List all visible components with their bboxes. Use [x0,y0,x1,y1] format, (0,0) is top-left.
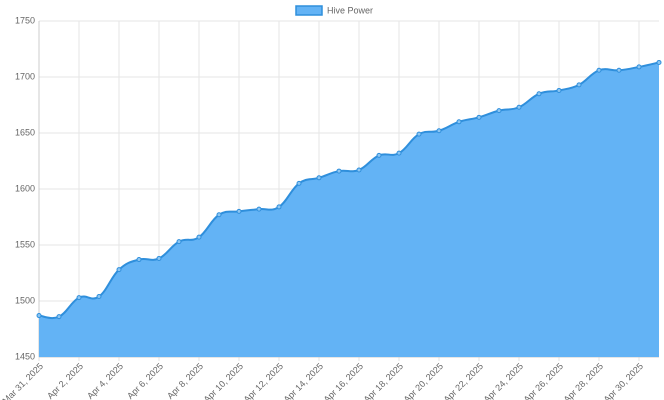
y-tick-label: 1550 [15,239,35,249]
x-tick-label: Apr 4, 2025 [85,361,125,400]
point [536,91,542,97]
x-tick-label: Apr 6, 2025 [125,361,165,400]
point [336,168,342,174]
y-tick-label: 1750 [15,15,35,25]
x-tick-label: Apr 8, 2025 [165,361,205,400]
x-tick-label: Apr 28, 2025 [562,361,606,400]
point [396,150,402,156]
point [496,108,502,114]
point [56,314,62,320]
point [456,119,462,125]
legend-label: Hive Power [327,5,373,15]
point [416,131,422,137]
y-tick-label: 1500 [15,295,35,305]
x-tick-label: Apr 26, 2025 [522,361,566,400]
point [476,114,482,120]
point [576,82,582,88]
point [116,267,122,273]
y-tick-label: 1700 [15,71,35,81]
point [36,313,42,319]
x-tick-label: Apr 2, 2025 [45,361,85,400]
point [376,152,382,158]
point [296,180,302,186]
x-tick-label: Apr 24, 2025 [482,361,526,400]
legend-swatch [295,5,323,16]
point [556,87,562,93]
point [436,128,442,134]
x-tick-label: Apr 10, 2025 [202,361,246,400]
point [316,175,322,181]
x-tick-label: Apr 18, 2025 [362,361,406,400]
x-tick-label: Apr 20, 2025 [402,361,446,400]
x-tick-label: Apr 16, 2025 [322,361,366,400]
point [356,167,362,173]
y-tick-label: 1650 [15,127,35,137]
point [216,212,222,218]
point [596,67,602,73]
point [136,257,142,263]
point [616,67,622,73]
point [176,239,182,245]
point [276,204,282,210]
point [76,295,82,301]
point [196,234,202,240]
y-tick-label: 1450 [15,351,35,361]
x-tick-label: Apr 14, 2025 [282,361,326,400]
area-fill [39,62,659,357]
x-tick-label: Apr 22, 2025 [442,361,486,400]
x-tick-label: Apr 12, 2025 [242,361,286,400]
point [516,104,522,110]
point [656,59,662,65]
point [636,64,642,70]
point [256,206,262,212]
point [156,255,162,261]
x-tick-label: Apr 30, 2025 [602,361,646,400]
point [236,208,242,214]
point [96,294,102,300]
y-tick-label: 1600 [15,183,35,193]
x-tick-label: Mar 31, 2025 [1,361,46,400]
